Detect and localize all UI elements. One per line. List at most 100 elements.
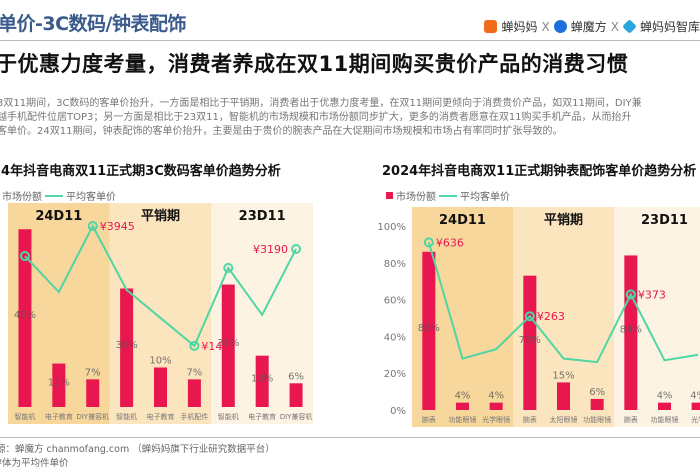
bar-value-label: 6%	[288, 371, 304, 382]
bar-value-label: 4%	[488, 391, 504, 402]
bar-value-label: 10%	[149, 356, 171, 367]
x-tick-label: 光学眼镜	[482, 415, 510, 424]
bar	[557, 382, 570, 410]
legend-line-swatch	[45, 194, 63, 197]
section-title: 单价-3C数码/钟表配饰	[0, 13, 187, 35]
bar-value-label: 7%	[186, 367, 202, 378]
bar	[52, 363, 66, 407]
period-label: 平销期	[141, 208, 180, 224]
bar-value-label: 30%	[115, 340, 137, 351]
bar-value-label: 13%	[251, 373, 273, 384]
price-label: ¥3945	[100, 220, 135, 233]
bar	[658, 402, 671, 410]
price-point-marker	[524, 311, 535, 322]
bar-value-label: 15%	[552, 370, 574, 381]
y-tick-label: 100%	[377, 222, 406, 233]
headline: 于优惠力度考量，消费者养成在双11期间购买贵价产品的消费习惯	[0, 52, 629, 76]
chart-title-3c: 24年抖音电商双11正式期3C数码客单价趋势分析	[0, 164, 281, 179]
legend-3c: 市场份额 平均客单价	[0, 188, 116, 203]
x-tick-label: 手机配件	[180, 412, 208, 421]
bar	[154, 367, 167, 407]
x-tick-label: 电子教育	[147, 412, 175, 421]
period-label: 23D11	[641, 213, 688, 228]
legend-bar-label: 市场份额	[2, 192, 42, 203]
logo-separator: X	[541, 19, 550, 34]
logo-text: 蝉妈妈	[501, 20, 538, 34]
bar-value-label: 4%	[455, 391, 471, 402]
x-tick-label: 功能眼镜	[583, 415, 611, 424]
bar	[120, 288, 134, 407]
divider	[0, 40, 700, 41]
bar-value-label: 7%	[85, 367, 101, 378]
bar	[590, 398, 604, 410]
bar	[691, 402, 700, 410]
x-tick-label: 功能眼镜	[449, 415, 477, 424]
period-label: 平销期	[544, 212, 583, 228]
partner-logos: 蝉妈妈 X 蝉魔方 X 蝉妈妈智库	[484, 18, 700, 35]
period-label: 23D11	[239, 209, 286, 224]
body-text-line: 客单价。24双11期间，钟表配饰的客单价抬升，主要是由于贵价的腕表产品在大促期间…	[0, 126, 563, 137]
source-note: 源：蝉魔方 chanmofang.com （蝉妈妈旗下行业研究数据平台）	[0, 444, 275, 455]
y-tick-label: 40%	[384, 332, 406, 343]
bar	[187, 379, 201, 407]
legend-line-swatch	[439, 194, 457, 197]
bar-value-label: 86%	[418, 323, 440, 334]
price-point-marker	[291, 244, 302, 255]
x-tick-label: 智能机	[116, 412, 137, 421]
price-point-marker	[19, 251, 30, 262]
legend-bar-swatch	[386, 192, 393, 199]
price-line	[24, 223, 297, 348]
bar-value-label: 4%	[657, 391, 673, 402]
price-label: ¥636	[436, 236, 464, 249]
logo-separator: X	[610, 19, 619, 34]
price-line	[427, 242, 699, 364]
chanmama-logo-icon	[484, 20, 498, 33]
x-tick-label: 腕表	[523, 415, 537, 424]
body-text-line: 越手机配件位居TOP3；另一方面是相比于23双11，智能机的市场规模和市场份额同…	[0, 112, 632, 123]
x-tick-label: 光学	[691, 415, 700, 424]
y-tick-label: 0%	[390, 406, 406, 417]
x-tick-label: DIY兼容机	[280, 412, 313, 421]
y-tick-label: 20%	[384, 369, 406, 380]
bar	[456, 402, 469, 410]
x-tick-label: 智能机	[218, 412, 239, 421]
bar-value-label: 6%	[589, 387, 605, 398]
y-tick-label: 80%	[384, 259, 406, 270]
body-text-line: 3双11期间，3C数码的客单价抬升，一方面是相比于平销期，消费者出于优惠力度考量…	[0, 98, 642, 109]
bar	[18, 229, 32, 407]
divider	[0, 437, 700, 438]
legend-line-label: 平均客单价	[66, 192, 116, 203]
bar	[221, 284, 235, 407]
bar-value-label: 11%	[48, 377, 70, 388]
x-tick-label: 电子教育	[45, 412, 73, 421]
bar-value-label: 45%	[14, 310, 36, 321]
price-point-marker	[625, 289, 636, 300]
x-tick-label: 腕表	[422, 415, 436, 424]
bar-value-label: 84%	[620, 325, 642, 336]
price-label: ¥14	[201, 340, 222, 353]
bar	[523, 275, 537, 410]
logo-text: 蝉魔方	[570, 20, 607, 34]
logo-text: 蝉妈妈智库	[639, 20, 700, 34]
bar	[86, 379, 100, 407]
chart-title-watch: 2024年抖音电商双11正式期钟表配饰客单价趋势分析	[382, 164, 697, 179]
x-tick-label: 腕表	[624, 415, 638, 424]
period-label: 24D11	[439, 213, 486, 228]
x-tick-label: 电子教育	[248, 412, 276, 421]
bar	[489, 402, 503, 410]
legend-line-label: 平均客单价	[460, 192, 510, 203]
legend-watch: 市场份额 平均客单价	[386, 188, 510, 203]
bar-value-label: 31%	[217, 338, 239, 349]
price-label: ¥263	[537, 310, 565, 323]
chanmofang-logo-icon	[553, 20, 567, 33]
price-point-marker	[223, 262, 234, 273]
x-tick-label: 太阳眼镜	[550, 415, 578, 424]
price-point-marker	[423, 237, 434, 248]
price-label: ¥373	[638, 288, 666, 301]
price-point-marker	[189, 340, 200, 351]
bar-value-label: 4%	[690, 391, 700, 402]
bar	[255, 355, 269, 407]
bar	[422, 251, 436, 410]
price-label: ¥3190	[253, 243, 288, 256]
